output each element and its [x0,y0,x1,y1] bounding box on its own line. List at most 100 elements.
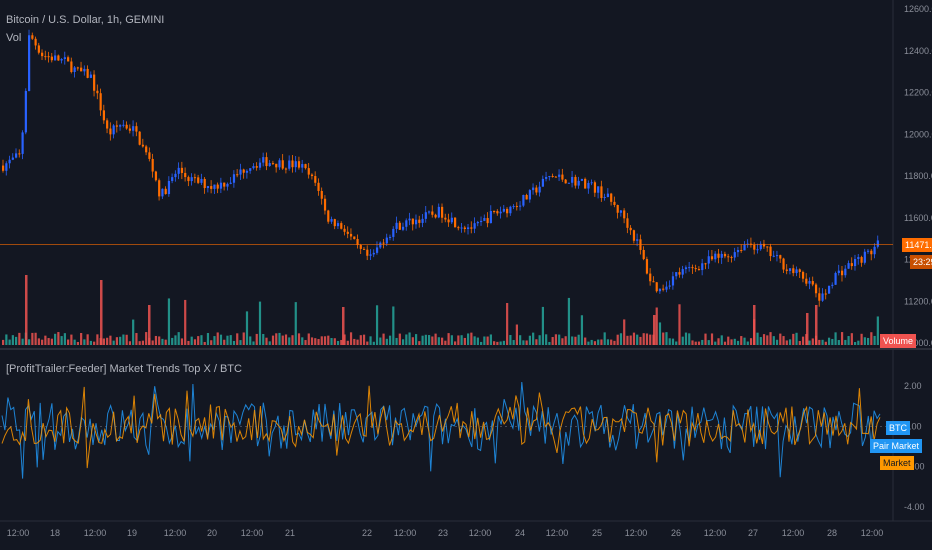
candle-body [167,180,171,195]
volume-bar [193,339,197,345]
volume-bar [346,340,349,345]
candle-body [125,124,128,129]
volume-bar [398,333,401,345]
candle-body [2,165,5,171]
candle-body [844,268,847,276]
volume-label[interactable]: Vol [6,32,22,44]
volume-bar [574,336,577,345]
candle-body [454,217,457,228]
candle-body [597,186,600,193]
volume-bar [109,335,112,345]
volume-bar [307,333,310,345]
candle-body [766,246,769,248]
symbol-title[interactable]: Bitcoin / U.S. Dollar, 1h, GEMINI [6,14,165,26]
volume-bar [707,340,710,345]
candle-body [850,263,853,267]
volume-bar [37,338,40,345]
volume-spike [753,305,756,345]
volume-bar [76,341,79,345]
indicator-title[interactable]: [ProfitTrailer:Feeder] Market Trends Top… [6,363,242,375]
volume-bar [876,316,879,345]
candle-body [353,236,356,240]
candle-body [723,253,727,257]
volume-spike [148,305,151,345]
candle-body [629,227,632,231]
candle-body [558,174,561,177]
candle-body [297,161,301,168]
volume-bar [434,333,437,345]
time-tick-label: 12:00 [394,528,417,538]
volume-bar [138,341,141,345]
candle-body [827,285,831,294]
current-price-badge: 11471.93 [902,238,932,252]
time-tick-label: 12:00 [625,528,648,538]
volume-bar [649,334,652,345]
market-line [1,385,881,469]
volume-bar [626,335,629,345]
volume-bar [564,336,567,345]
candle-body [678,272,681,275]
price-tick-label: 11800.00 [904,171,932,181]
candle-body [736,250,740,253]
candle-body [343,228,346,232]
candle-body [668,285,671,287]
volume-bar [629,335,632,345]
candle-body [512,206,515,208]
time-tick-label: 24 [515,528,525,538]
indicator-tick-label: -4.00 [904,502,925,512]
volume-bar [688,333,691,345]
volume-bar [408,332,411,345]
candle-body [421,218,424,223]
volume-bar [506,302,509,345]
volume-bar [369,336,372,345]
candle-body [535,187,538,193]
candle-body [200,178,203,183]
volume-bar [135,333,138,345]
volume-bar [441,337,444,345]
candle-body [271,163,275,165]
candle-body [177,167,180,174]
volume-bar [80,332,83,345]
volume-bar [645,333,649,345]
volume-bar [375,305,379,345]
volume-bar [743,337,746,345]
volume-bar [115,337,119,345]
time-tick-label: 12:00 [241,528,264,538]
candle-body [603,197,606,199]
volume-bar [418,341,421,345]
volume-bar [818,339,821,345]
candle-body [5,163,8,171]
candle-body [431,211,434,215]
volume-bar [262,333,265,345]
time-tick-label: 23 [438,528,448,538]
candle-body [57,55,60,61]
candle-body [366,249,369,256]
volume-bar [587,341,590,345]
volume-bar [844,339,847,345]
candle-body [798,269,801,272]
candle-body [434,214,437,218]
candle-body [853,258,857,267]
volume-bar [863,337,866,345]
volume-bar [63,333,66,345]
candle-body [382,242,385,244]
time-tick-label: 12:00 [84,528,107,538]
volume-bar [636,334,639,345]
candle-body [379,242,382,248]
candle-body [148,152,151,159]
volume-bar [668,338,671,345]
candle-body [525,194,528,200]
candle-body [164,188,167,195]
candle-body [769,246,772,257]
candle-body [112,125,115,135]
volume-bar [496,341,499,345]
candle-body [447,219,450,223]
volume-bar [535,339,538,345]
candle-body [307,168,310,175]
candle-body [15,153,18,158]
volume-bar [187,340,190,345]
candle-body [83,68,86,72]
volume-bar [493,341,496,345]
